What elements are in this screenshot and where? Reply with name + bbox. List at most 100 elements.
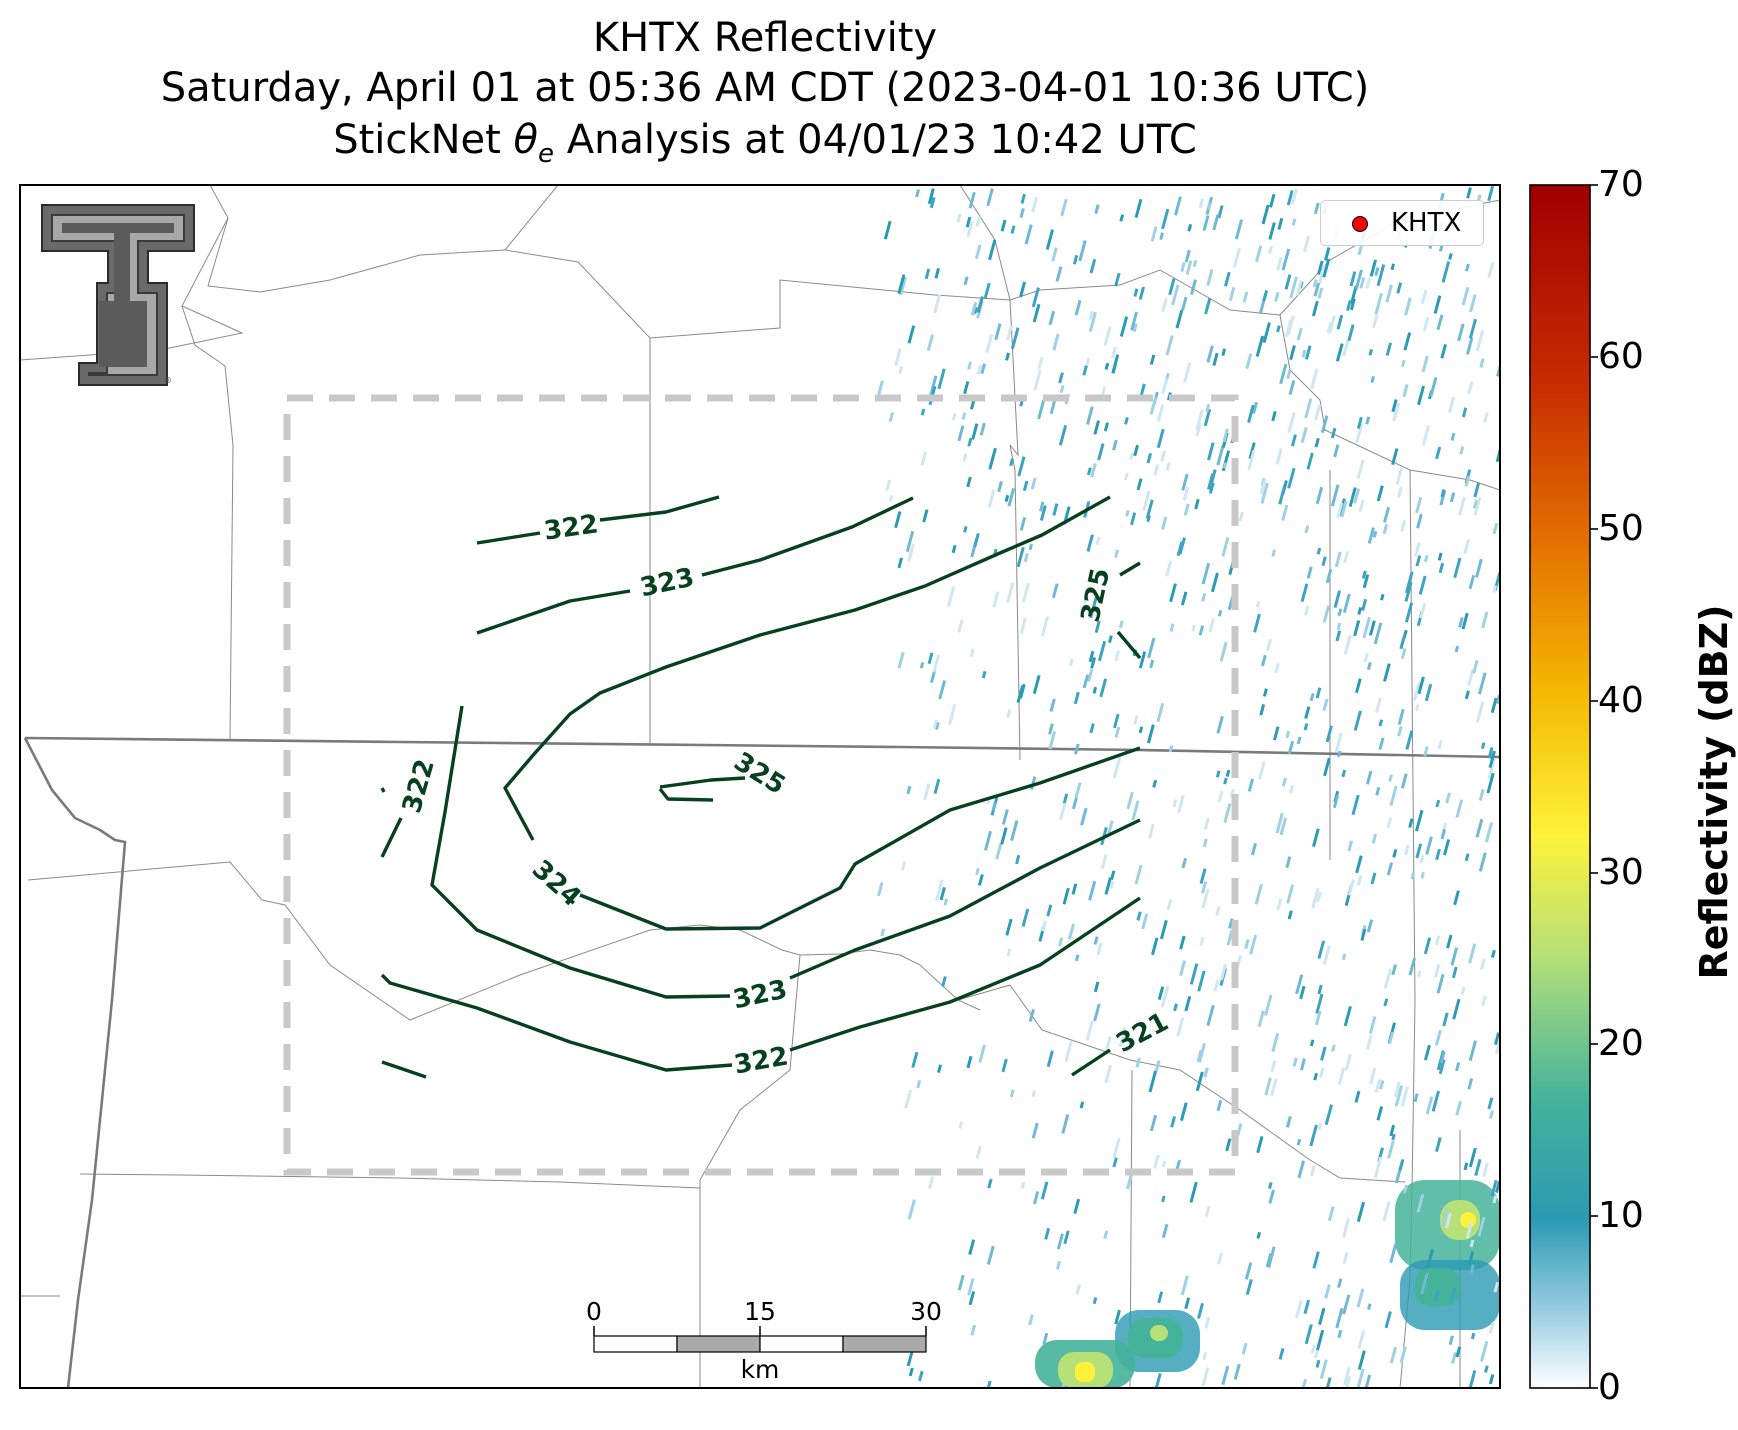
echo-speckle [1276,325,1281,333]
echo-speckle [1000,827,1008,845]
echo-speckle [1416,513,1423,529]
echo-speckle [1234,219,1243,240]
echo-speckle [1399,635,1406,650]
echo-speckle [1303,1299,1310,1315]
echo-speckle [1154,1060,1161,1072]
reflectivity-echoes [875,185,1500,1388]
echo-speckle [1058,372,1064,384]
echo-speckle [1342,593,1351,614]
echo-speckle [1286,884,1295,904]
scale-tick-30: 30 [910,1297,942,1326]
echo-speckle [1490,1179,1498,1197]
map-subtitle-analysis: StickNet θe Analysis at 04/01/23 10:42 U… [0,116,1530,178]
echo-speckle [1353,710,1362,731]
echo-speckle [1434,1029,1442,1046]
echo-speckle [933,293,942,314]
echo-speckle [1175,309,1184,329]
echo-speckle [923,783,931,801]
echo-speckle [1302,235,1311,253]
echo-speckle [1161,1223,1169,1239]
echo-speckle [1309,1124,1318,1147]
echo-speckle [1287,467,1296,489]
echo-speckle [1247,404,1255,423]
echo-speckle [1392,402,1400,422]
echo-speckle [1389,1243,1398,1264]
echo-speckle [1399,1346,1407,1364]
echo-speckle [1388,1031,1395,1045]
echo-speckle [883,220,892,240]
echo-speckle [900,861,907,871]
echo-speckle [1051,247,1058,262]
echo-speckle [1413,542,1421,557]
echo-speckle [1400,520,1407,532]
echo-speckle [1062,793,1069,805]
echo-speckle [1096,942,1103,956]
echo-speckle [1289,784,1295,794]
echo-speckle [1056,1233,1064,1250]
echo-speckle [1285,730,1291,739]
echo-speckle [1322,605,1331,623]
echo-speckle [1285,1116,1292,1128]
echo-speckle [1453,890,1460,906]
echo-speckle [1212,352,1219,366]
echo-speckle [1181,296,1188,311]
echo-speckle [1356,459,1365,479]
echo-speckle [1206,201,1212,210]
echo-speckle [1208,618,1215,633]
echo-speckle [1103,326,1112,346]
echo-speckle [1295,1300,1303,1319]
echo-speckle [1278,485,1287,505]
echo-speckle [1487,261,1495,278]
echo-speckle [1317,264,1326,285]
echo-speckle [1402,1184,1408,1194]
echo-speckle [1450,432,1456,441]
echo-speckle [1052,503,1059,516]
echo-speckle [1051,583,1059,599]
echo-speckle [1336,622,1342,631]
echo-speckle [1108,635,1113,644]
echo-speckle [1463,1162,1469,1171]
echo-speckle [994,323,1002,341]
echo-speckle [963,276,969,286]
echo-speckle [1356,1201,1365,1222]
echo-speckle [1189,1181,1198,1203]
echo-speckle [1089,723,1095,734]
echo-speckle [1346,300,1352,312]
echo-speckle [1063,506,1071,525]
echo-speckle [1371,833,1378,844]
echo-speckle [888,494,894,502]
echo-speckle [1340,500,1348,518]
echo-speckle [1420,1272,1429,1295]
echo-speckle [1394,1085,1404,1107]
echo-speckle [885,479,892,491]
echo-speckle [1112,1157,1118,1168]
echo-speckle [1173,1003,1178,1012]
echo-speckle [1461,612,1469,630]
echo-speckle [1378,719,1384,727]
echo-speckle [1367,1303,1372,1310]
echo-speckle [1349,271,1357,287]
echo-speckle [1078,240,1087,262]
echo-speckle [1150,226,1158,242]
echo-speckle [1493,1281,1500,1293]
echo-speckle [1224,271,1231,287]
echo-speckle [957,1274,965,1291]
echo-speckle [1295,280,1303,296]
echo-speckle [1348,487,1357,508]
echo-speckle [1197,1042,1206,1063]
echo-speckle [1296,327,1303,341]
echo-speckle [1079,1101,1085,1109]
echo-speckle [1010,820,1019,842]
echo-speckle [1030,477,1037,490]
echo-speckle [926,334,934,352]
echo-speckle [1181,473,1189,491]
echo-speckle [1170,1115,1176,1128]
echo-speckle [1199,868,1207,884]
echo-speckle [1049,698,1056,712]
echo-speckle [1354,269,1363,290]
echo-speckle [1111,354,1120,374]
echo-speckle [1365,278,1371,289]
echo-speckle [1296,736,1302,745]
echo-speckle [1250,842,1257,856]
echo-speckle [1285,856,1292,869]
